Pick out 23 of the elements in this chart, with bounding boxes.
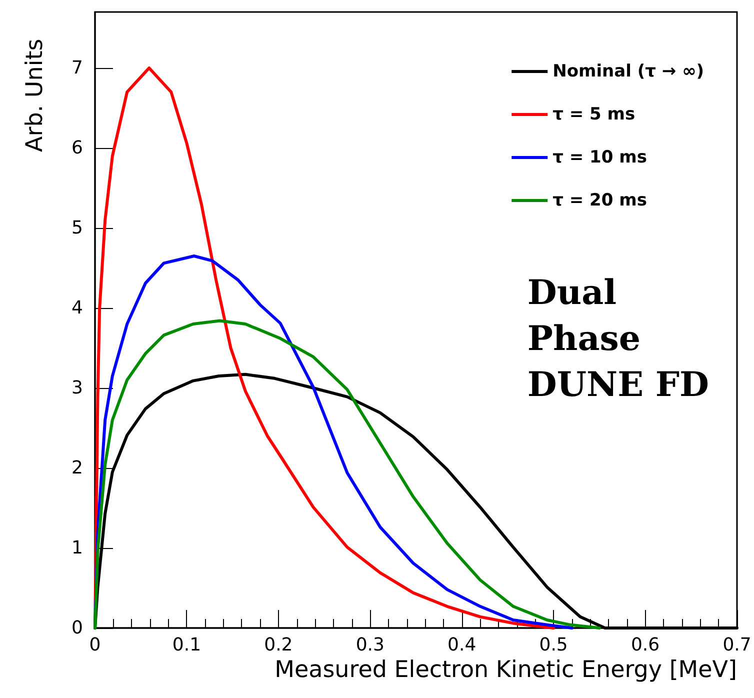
y-tick-label: 2 (72, 458, 83, 478)
x-tick-label: 0.2 (264, 634, 293, 656)
y-axis-title: Arb. Units (22, 38, 48, 152)
y-tick-label: 1 (72, 538, 83, 558)
x-tick-label: 0.3 (356, 634, 384, 656)
y-tick-label: 3 (72, 378, 83, 398)
y-tick-label: 4 (72, 298, 83, 318)
y-tick-label: 7 (72, 58, 83, 78)
x-tick-label: 0.7 (722, 634, 752, 656)
x-axis-title: Measured Electron Kinetic Energy [MeV] (274, 657, 737, 683)
x-tick-label: 0.5 (539, 634, 568, 656)
legend-label: τ = 10 ms (552, 148, 647, 168)
legend-label: τ = 5 ms (552, 104, 636, 124)
y-tick-label: 6 (72, 138, 83, 158)
y-tick-label: 0 (72, 618, 83, 638)
legend-label: Nominal (τ → ∞) (552, 62, 704, 82)
x-tick-label: 0 (89, 634, 101, 656)
x-tick-label: 0.6 (630, 634, 660, 656)
annotation: Dual Phase DUNE FD (527, 273, 710, 405)
legend-label: τ = 20 ms (552, 190, 647, 210)
y-tick-label: 5 (72, 218, 83, 238)
x-tick-label: 0.1 (172, 634, 202, 656)
x-tick-label: 0.4 (448, 634, 476, 656)
